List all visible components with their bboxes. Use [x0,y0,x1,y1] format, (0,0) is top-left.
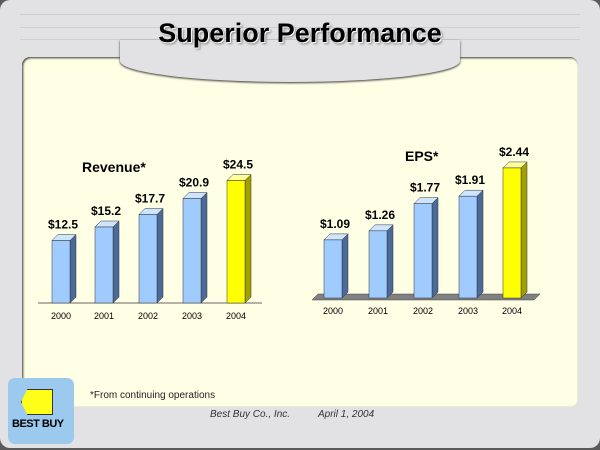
data-label: $1.26 [365,208,395,222]
bar-side [386,224,394,299]
bar-side [476,189,484,299]
x-tick-label: 2003 [458,306,478,316]
divider [20,39,580,40]
x-tick-label: 2004 [502,306,522,316]
footnote: *From continuing operations [90,390,216,401]
bar-side [244,173,252,304]
divider [20,14,580,15]
x-tick-label: 2003 [182,311,202,321]
bar [51,240,71,304]
tag-icon [21,389,53,415]
data-label: $1.91 [455,173,485,187]
x-tick-label: 2002 [138,311,158,321]
bar [138,214,158,304]
x-tick-label: 2000 [51,311,71,321]
data-label: $1.09 [320,217,350,231]
bar [182,198,202,304]
bar-side [200,191,208,304]
date: April 1, 2004 [318,409,375,420]
panel-notch [120,40,460,82]
company-name: Best Buy Co., Inc. [210,409,291,420]
best-buy-logo: BEST BUY [8,378,74,444]
bar-side [341,233,349,299]
x-tick-label: 2001 [94,311,114,321]
x-tick-label: 2000 [323,306,343,316]
bar-side [69,233,77,304]
divider [20,27,580,28]
data-label: $20.9 [179,176,209,190]
bar [413,203,433,299]
bar-side [112,220,120,304]
x-tick-label: 2004 [226,311,246,321]
data-label: $1.77 [410,181,440,195]
bar [368,230,388,299]
data-label: $17.7 [135,192,165,206]
slide-title: Superior Performance [158,18,442,48]
data-label: $2.44 [499,145,529,159]
bar-side [431,197,439,299]
bar-side [156,207,164,304]
x-tick-label: 2002 [413,306,433,316]
bar [226,180,246,304]
chart-title: Revenue* [82,159,146,175]
data-label: $12.5 [48,218,78,232]
bar [502,167,522,299]
logo-text: BEST BUY [12,418,64,430]
data-label: $15.2 [91,204,121,218]
chart-title: EPS* [405,148,439,164]
bar [323,239,343,299]
bar [94,226,114,304]
x-tick-label: 2001 [368,306,388,316]
data-label: $24.5 [223,158,253,172]
bar-side [520,161,528,299]
bar [458,195,478,299]
